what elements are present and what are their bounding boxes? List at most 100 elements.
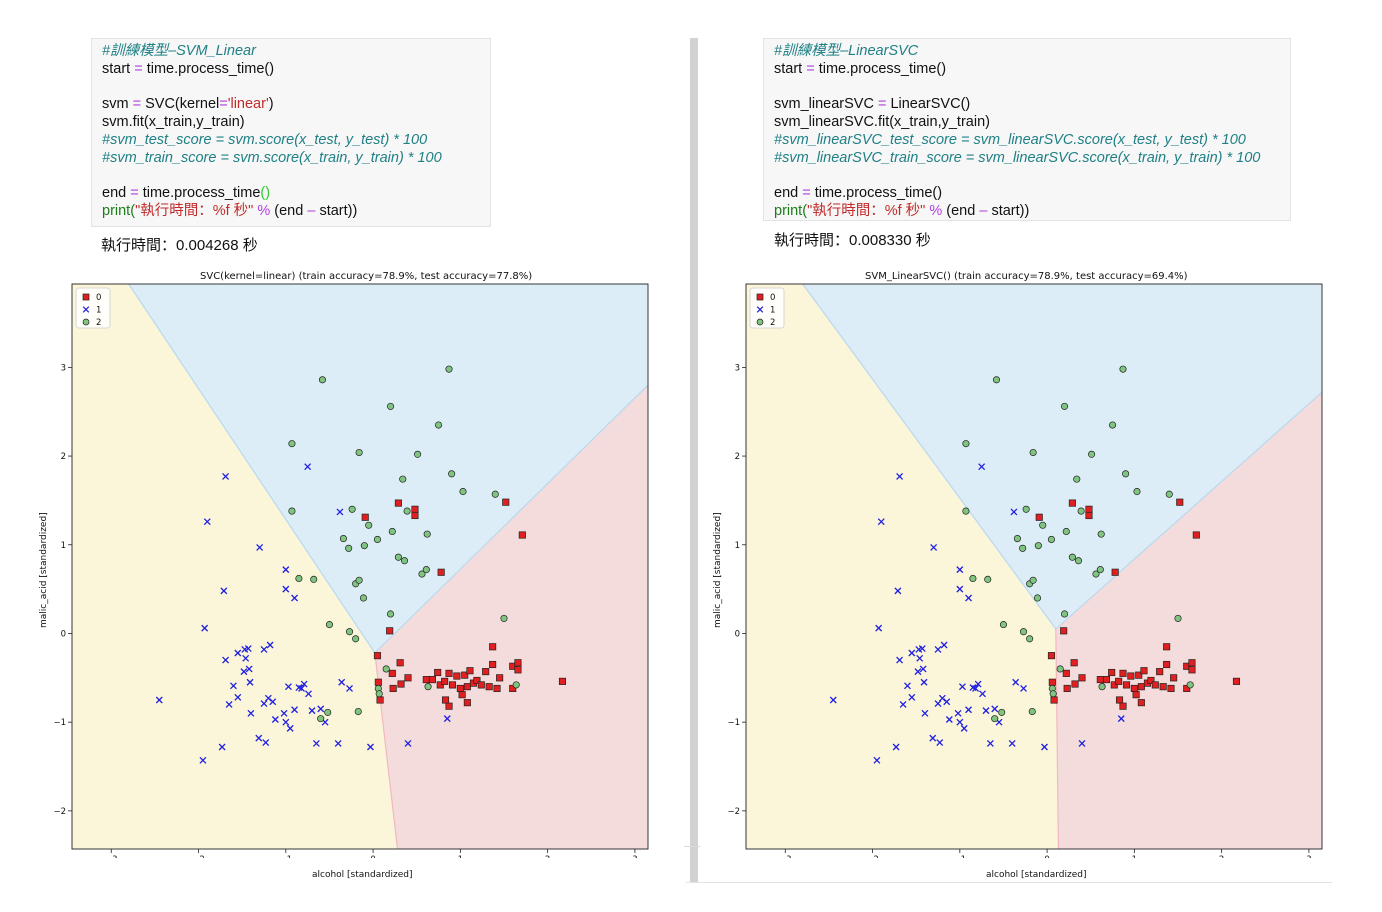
point-stroke bbox=[929, 734, 937, 742]
point-class-1 bbox=[155, 696, 163, 704]
point-class-2 bbox=[434, 421, 443, 429]
point-class-2 bbox=[1165, 490, 1173, 498]
point-class-2 bbox=[375, 690, 383, 698]
y-tick-label: 2 bbox=[735, 452, 740, 462]
point-stroke bbox=[242, 654, 250, 662]
point-class-0 bbox=[1047, 652, 1056, 660]
point-class-2 bbox=[1097, 530, 1105, 538]
point-stroke bbox=[305, 690, 312, 698]
point-stroke bbox=[877, 518, 885, 526]
point-class-2 bbox=[355, 448, 363, 457]
point-class-0 bbox=[463, 699, 471, 707]
point-class-2 bbox=[386, 402, 395, 410]
code-token: svm_linearSVC bbox=[774, 96, 878, 113]
x-tick-label: −1 bbox=[280, 855, 293, 858]
point-stroke bbox=[282, 585, 290, 593]
right-code-line: #svm_linearSVC_test_score = svm_linearSV… bbox=[774, 132, 1282, 150]
point-class-0 bbox=[428, 676, 436, 684]
legend-box bbox=[75, 287, 111, 329]
right-code-line: svm_linearSVC.fit(x_train,y_train) bbox=[774, 114, 1282, 132]
point-class-0 bbox=[514, 659, 522, 667]
point-class-2 bbox=[1029, 448, 1037, 457]
point-class-1 bbox=[940, 641, 948, 649]
point-class-2 bbox=[394, 553, 402, 561]
point-class-2 bbox=[400, 557, 409, 565]
point-stroke bbox=[338, 678, 346, 686]
left-code-cell[interactable]: #訓練模型–SVM_Linear start = time.process_tim… bbox=[91, 38, 491, 227]
point-class-0 bbox=[404, 674, 412, 682]
point-class-2 bbox=[422, 566, 430, 574]
point-class-2 bbox=[288, 507, 296, 515]
point-stroke bbox=[291, 594, 299, 602]
point-class-0 bbox=[1085, 511, 1093, 520]
point-stroke bbox=[899, 700, 907, 708]
point-class-2 bbox=[1034, 542, 1042, 550]
point-class-1 bbox=[240, 668, 248, 676]
point-class-2 bbox=[1033, 594, 1042, 602]
region-class-0 bbox=[374, 385, 648, 849]
point-class-0 bbox=[1147, 676, 1155, 685]
point-class-2 bbox=[339, 535, 347, 543]
x-tick-label: −1 bbox=[954, 855, 967, 858]
point-stroke bbox=[954, 709, 962, 717]
point-class-1 bbox=[300, 680, 308, 688]
point-class-1 bbox=[269, 698, 277, 706]
x-tick-label: 3 bbox=[1306, 855, 1311, 858]
right-output-text: 執行時間：0.008330 秒 bbox=[774, 232, 931, 249]
legend: 0 1 2 bbox=[749, 287, 785, 329]
point-class-1 bbox=[943, 698, 951, 706]
point-stroke bbox=[155, 696, 163, 704]
point-class-1 bbox=[958, 683, 966, 691]
point-stroke bbox=[903, 682, 911, 690]
point-stroke bbox=[269, 698, 277, 706]
right-code-line: #訓練模型–LinearSVC bbox=[774, 43, 1282, 61]
point-class-1 bbox=[1041, 743, 1048, 751]
point-class-1 bbox=[244, 645, 252, 653]
point-class-2 bbox=[382, 665, 390, 673]
point-class-2 bbox=[1019, 544, 1027, 552]
point-stroke bbox=[956, 566, 964, 574]
point-stroke bbox=[271, 716, 279, 723]
region-class-2 bbox=[802, 284, 1322, 630]
point-class-2 bbox=[1119, 365, 1127, 373]
point-stroke bbox=[979, 690, 986, 698]
point-stroke bbox=[956, 718, 964, 726]
point-class-2 bbox=[360, 542, 368, 550]
y-tick-label: 2 bbox=[61, 452, 66, 462]
point-class-1 bbox=[956, 585, 964, 593]
point-stroke bbox=[940, 641, 948, 649]
point-class-0 bbox=[1062, 669, 1070, 677]
plot-frame bbox=[745, 283, 1323, 850]
code-token: print bbox=[774, 203, 803, 220]
point-class-0 bbox=[514, 666, 522, 674]
point-class-0 bbox=[1115, 677, 1123, 685]
y-tick-label: −2 bbox=[727, 807, 740, 817]
code-token: SVC(kernel bbox=[141, 96, 220, 113]
point-class-0 bbox=[1167, 684, 1175, 693]
point-stroke bbox=[921, 709, 929, 717]
point-class-2 bbox=[423, 530, 431, 538]
boundary-line-top bbox=[802, 283, 1323, 630]
point-stroke bbox=[240, 668, 248, 676]
point-class-2 bbox=[1056, 665, 1064, 673]
point-class-2 bbox=[984, 575, 992, 583]
point-class-2 bbox=[345, 628, 354, 636]
point-stroke bbox=[936, 739, 944, 747]
point-class-1 bbox=[960, 724, 968, 732]
legend-marker-circle bbox=[756, 318, 764, 326]
point-class-0 bbox=[1078, 674, 1086, 682]
right-code-cell[interactable]: #訓練模型–LinearSVC start = time.process_time… bbox=[763, 38, 1291, 221]
point-stroke bbox=[367, 743, 374, 751]
point-class-1 bbox=[334, 739, 342, 747]
point-class-1 bbox=[1010, 508, 1018, 516]
point-class-1 bbox=[286, 724, 294, 732]
left-y-axis-label: malic_acid [standardized] bbox=[39, 512, 49, 628]
point-stroke bbox=[234, 649, 242, 657]
point-class-1 bbox=[234, 693, 242, 701]
legend-label: 2 bbox=[770, 318, 775, 328]
code-token: svm bbox=[102, 96, 133, 113]
point-stroke bbox=[892, 743, 900, 751]
point-class-0 bbox=[453, 672, 461, 680]
left-plot-title: SVC(kernel=linear) (train accuracy=78.9%… bbox=[200, 271, 533, 282]
point-stroke bbox=[282, 718, 290, 726]
